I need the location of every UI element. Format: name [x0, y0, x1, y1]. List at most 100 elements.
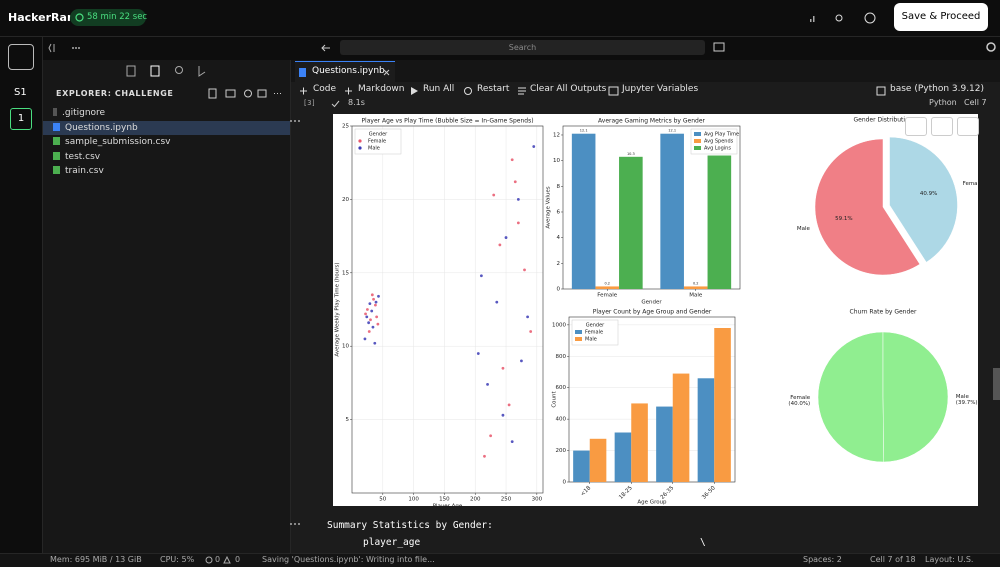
bar	[672, 373, 690, 482]
bar	[571, 133, 596, 289]
header	[0, 0, 1000, 37]
pie-percent: (40.0%)	[788, 401, 810, 407]
scatter-point	[507, 403, 511, 407]
legend-swatch	[694, 139, 701, 143]
code-button[interactable]: Code	[313, 84, 337, 94]
file-row[interactable]: test.csv	[43, 150, 290, 164]
spaces[interactable]: Spaces: 2	[803, 555, 842, 564]
cell-count[interactable]: Cell 7 of 18	[870, 555, 916, 564]
copy-button[interactable]	[905, 117, 927, 136]
bar-value-label: 10.3	[627, 152, 635, 156]
chart-title: Player Count by Age Group and Gender	[593, 309, 712, 316]
save-button[interactable]: Save & Proceed	[894, 3, 988, 31]
cell-language: Python	[929, 98, 957, 107]
y-tick-label: 10	[553, 158, 560, 164]
legend-swatch	[575, 337, 582, 341]
chart-title: Gender Distribution	[853, 117, 912, 124]
variables-button[interactable]: Jupyter Variables	[622, 84, 699, 94]
output-continuation: \	[700, 537, 706, 548]
chart-button[interactable]	[931, 117, 953, 136]
file-name: train.csv	[65, 166, 104, 176]
x-tick-label: 150	[439, 497, 450, 503]
cell-menu[interactable]	[289, 521, 301, 527]
bar	[683, 286, 708, 289]
panel-icons[interactable]	[48, 42, 88, 54]
scatter-point	[510, 158, 514, 162]
bar	[573, 450, 590, 482]
scatter-point	[523, 268, 526, 272]
error-count[interactable]: 0	[215, 555, 221, 564]
timer-text: 58 min 22 sec	[87, 12, 148, 22]
y-axis-label: Count	[552, 390, 558, 407]
y-tick-label: 200	[556, 448, 567, 454]
warning-count[interactable]: 0	[235, 555, 241, 564]
cell-position: Cell 7	[964, 98, 987, 107]
explorer-tabs[interactable]	[125, 64, 210, 78]
y-tick-label: 800	[556, 354, 567, 360]
scatter-point	[373, 341, 377, 345]
scatter-point	[498, 243, 502, 247]
brand[interactable]: HackerRank	[8, 11, 83, 24]
scatter-point	[364, 312, 367, 316]
restart-button[interactable]: Restart	[477, 84, 510, 94]
output-column: player_age	[363, 537, 421, 548]
y-tick-label: 600	[556, 385, 567, 391]
scatter-point	[376, 322, 380, 326]
pie-label: Female	[963, 181, 978, 187]
legend-title: Gender	[369, 132, 388, 138]
x-tick-label: 300	[532, 497, 543, 503]
legend-label: Female	[368, 139, 386, 145]
scatter-point	[377, 294, 380, 298]
save-image-button[interactable]	[957, 117, 979, 136]
explorer-actions[interactable]	[208, 88, 286, 99]
x-tick-label: 18-25	[618, 485, 634, 501]
explorer	[43, 60, 291, 553]
file-row[interactable]: sample_submission.csv	[43, 135, 290, 149]
scrollbar[interactable]	[993, 368, 1000, 400]
rail-icon[interactable]	[8, 44, 34, 70]
scatter-point	[529, 330, 533, 333]
question-button[interactable]: 1	[10, 108, 32, 130]
scatter-point	[368, 302, 372, 306]
axes-frame	[562, 125, 741, 290]
y-tick-label: 25	[342, 124, 349, 130]
kernel-selector[interactable]: base (Python 3.9.12)	[890, 84, 985, 94]
chart-title: Average Gaming Metrics by Gender	[598, 118, 705, 125]
clear-outputs-button[interactable]: Clear All Outputs	[530, 84, 607, 94]
chart-title: Player Age vs Play Time (Bubble Size = I…	[361, 118, 533, 125]
run-all-button[interactable]: Run All	[423, 84, 455, 94]
x-axis-label: Age Group	[637, 500, 667, 506]
legend-label: Male	[585, 337, 597, 343]
scatter-point	[526, 315, 529, 319]
scatter-point	[495, 300, 499, 304]
scatter-point	[367, 321, 371, 325]
file-row[interactable]: train.csv	[43, 164, 290, 178]
scatter-point	[486, 382, 489, 386]
scatter-point	[501, 366, 505, 370]
search-box[interactable]: Search	[340, 40, 705, 55]
back-arrow[interactable]	[320, 42, 332, 54]
bar	[614, 432, 632, 482]
bar	[660, 133, 684, 289]
tab[interactable]: Questions.ipynb	[295, 61, 395, 83]
cell-menu[interactable]	[289, 118, 301, 124]
explorer-title: EXPLORER: CHALLENGE	[56, 89, 174, 98]
bar-value-label: 0.2	[604, 281, 610, 285]
y-tick-label: 10	[342, 344, 349, 350]
scatter-point	[520, 359, 523, 363]
file-row-selected[interactable]: Questions.ipynb	[43, 120, 290, 135]
clock-icon	[75, 13, 84, 22]
markdown-button[interactable]: Markdown	[358, 84, 405, 94]
header-icons[interactable]	[808, 12, 878, 24]
pie-percent: 59.1%	[835, 216, 852, 222]
settings-icon[interactable]	[985, 41, 997, 53]
file-row[interactable]: .gitignore	[43, 106, 290, 120]
close-icon[interactable]	[383, 69, 390, 76]
scatter-point	[367, 330, 371, 333]
scatter-point	[370, 293, 374, 297]
scatter-point	[366, 308, 369, 311]
timer: 58 min 22 sec	[70, 9, 148, 26]
layout-icon[interactable]	[713, 41, 725, 53]
keyboard-layout[interactable]: Layout: U.S.	[925, 555, 974, 564]
legend-swatch	[694, 146, 701, 150]
